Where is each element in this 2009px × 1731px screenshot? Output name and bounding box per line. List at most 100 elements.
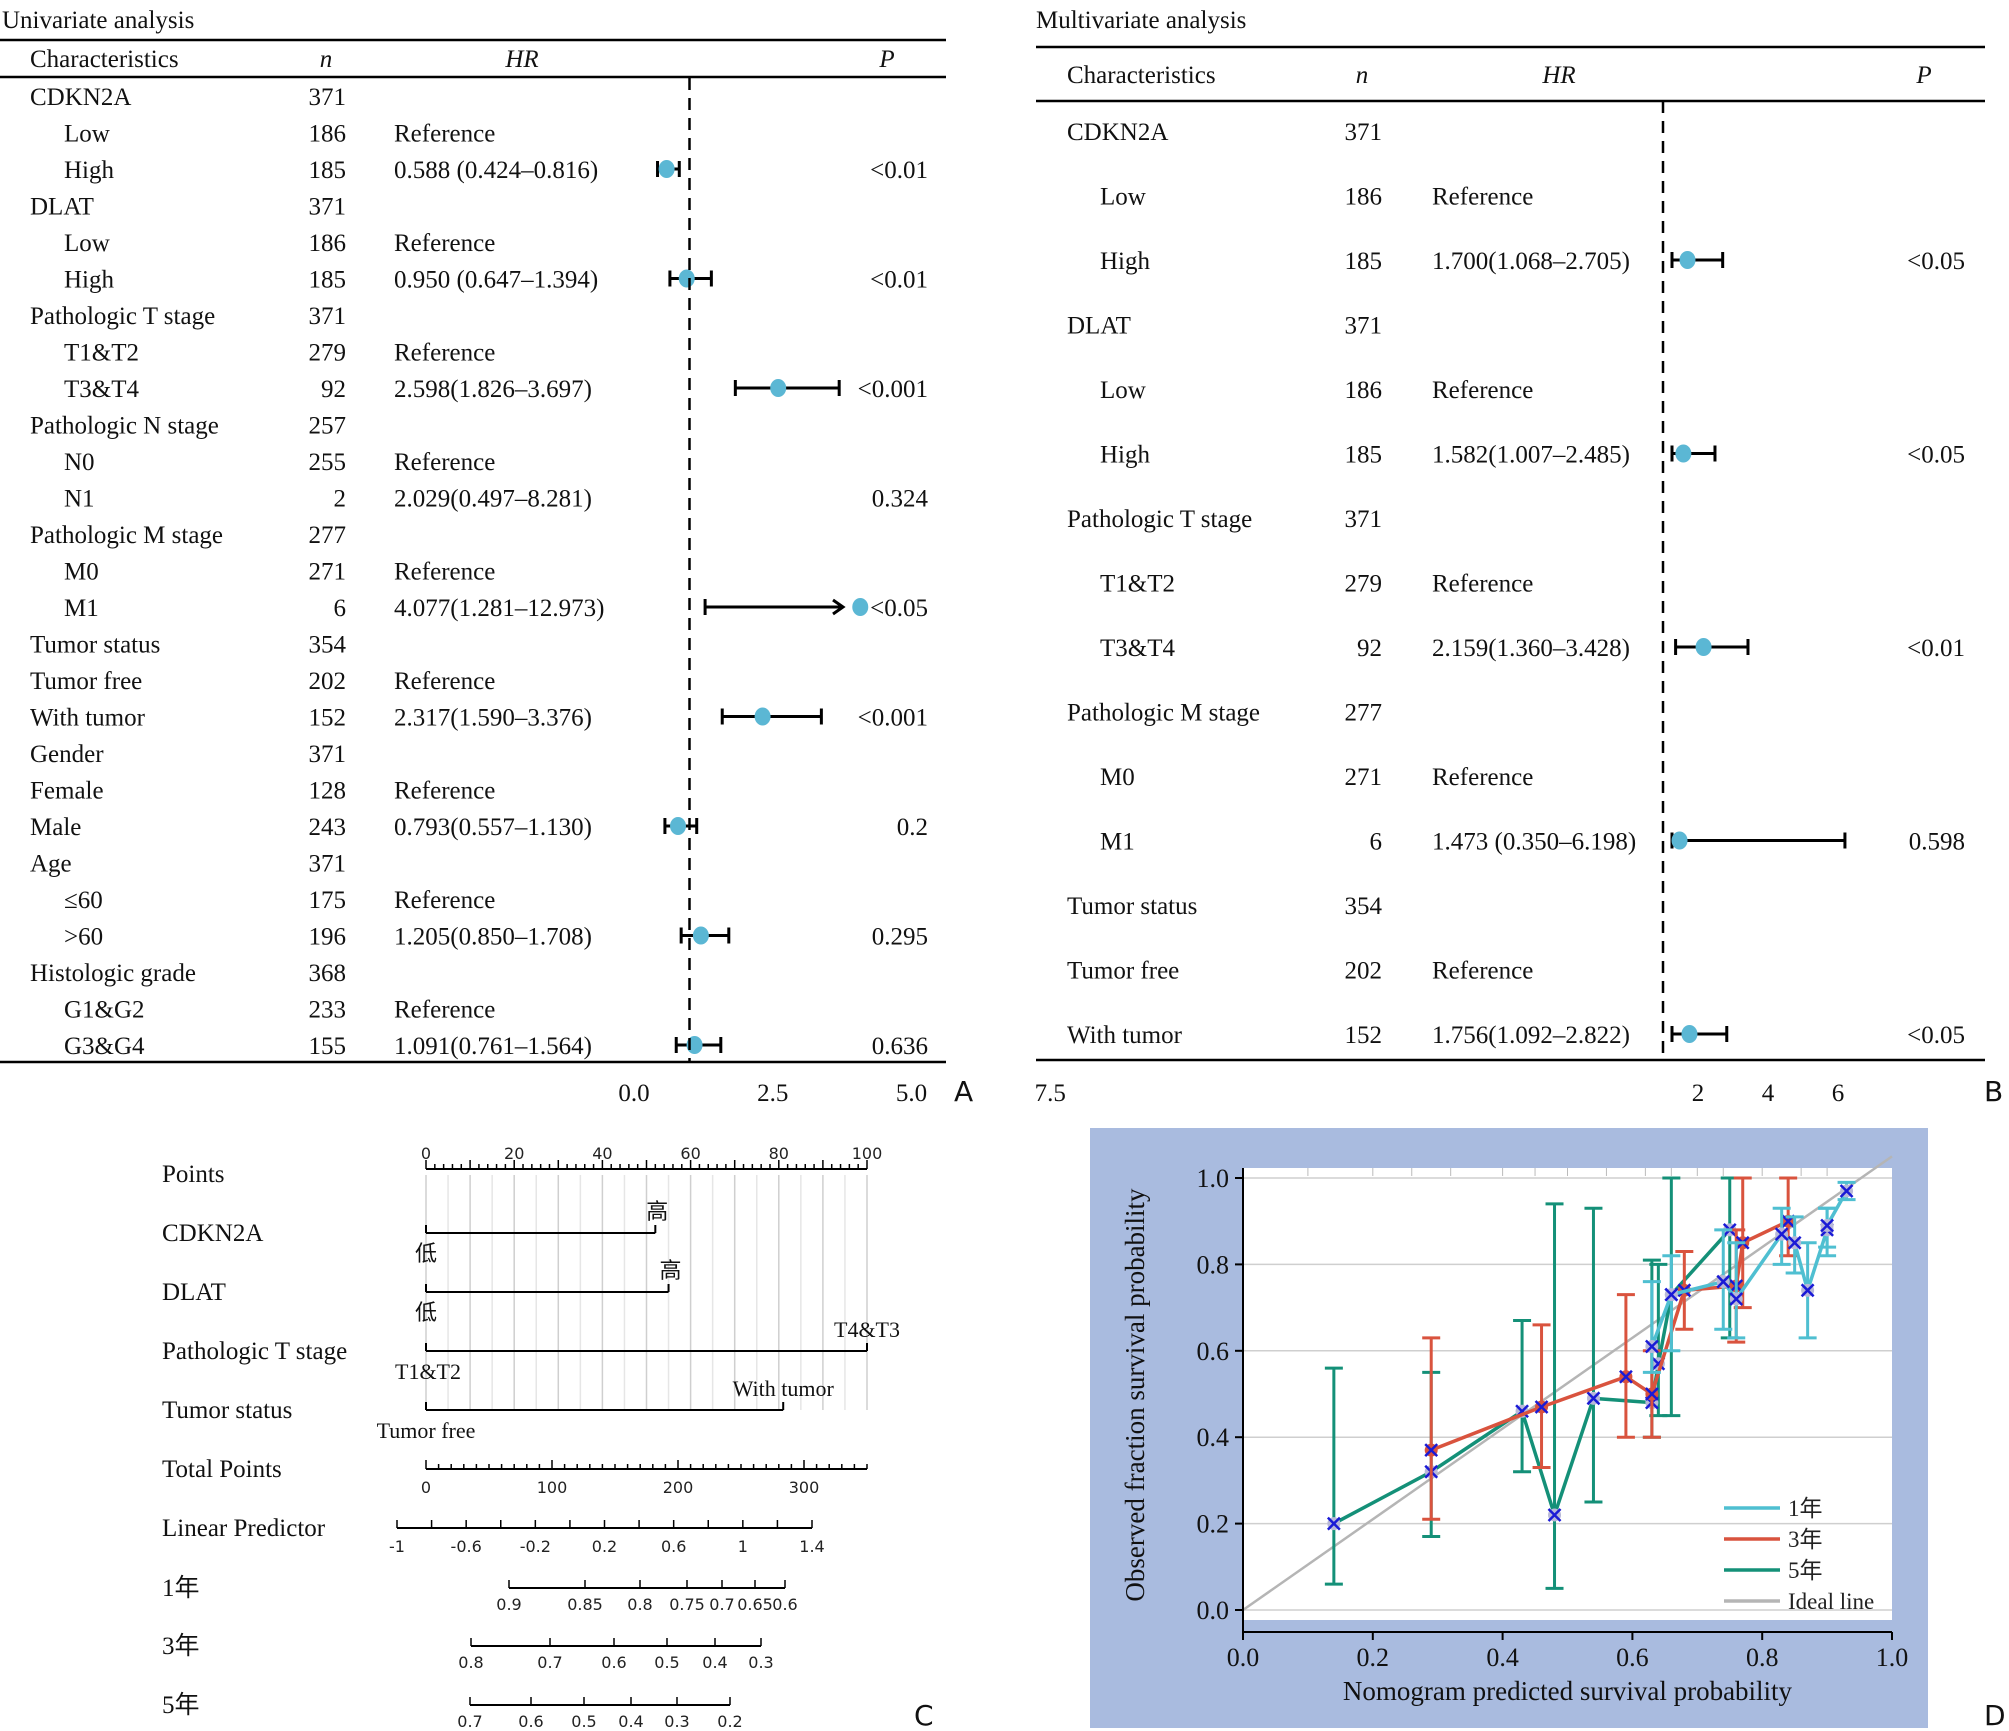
calibration-marker — [1787, 1235, 1802, 1250]
row-hr: Reference — [394, 230, 495, 257]
row-n: 175 — [309, 887, 347, 914]
row-n: 371 — [309, 194, 347, 221]
x-tick-label: 0.8 — [1746, 1643, 1779, 1672]
row-name: M1 — [1100, 829, 1135, 856]
x-tick-label: 6 — [1832, 1080, 1845, 1107]
row-hr: 1.582(1.007–2.485) — [1432, 442, 1630, 469]
row-name: Pathologic N stage — [30, 413, 219, 440]
row-p: <0.001 — [858, 705, 928, 732]
panel-c-nomogram: Points CDKN2A DLAT Pathologic T stage Tumor … — [162, 1144, 934, 1731]
variable-level-low: Tumor free — [377, 1418, 476, 1443]
row-name: Low — [64, 121, 110, 148]
linear-predictor-tick-label: 0.6 — [661, 1537, 686, 1556]
variable-level-high: 高 — [646, 1199, 668, 1224]
row-n: 6 — [1370, 829, 1383, 856]
row-name: G1&G2 — [64, 997, 145, 1024]
row-n: 371 — [309, 851, 347, 878]
row-n: 6 — [334, 595, 347, 622]
survival-tick-label: 0.7 — [709, 1595, 734, 1614]
survival-tick-label: 0.8 — [627, 1595, 652, 1614]
row-hr: 0.793(0.557–1.130) — [394, 814, 592, 841]
row-n: 257 — [309, 413, 347, 440]
variable-level-low: 低 — [415, 1241, 437, 1266]
row-n: 185 — [1345, 248, 1383, 275]
calibration-marker — [1534, 1400, 1549, 1414]
row-name: ≤60 — [64, 887, 103, 914]
row-name: Tumor status — [1067, 893, 1197, 920]
points-tick-label: 80 — [769, 1144, 789, 1163]
row-n: 271 — [309, 559, 347, 586]
x-tick-label: 0.4 — [1486, 1643, 1519, 1672]
row-n: 185 — [309, 157, 347, 184]
panel-b-x-axis: 2 4 6 — [1692, 1080, 1845, 1107]
x-tick-label: 0.0 — [618, 1080, 649, 1107]
x-tick-label: 0.0 — [1227, 1643, 1260, 1672]
row-n: 255 — [309, 449, 347, 476]
plot-area — [1243, 1168, 1892, 1620]
row-name: High — [64, 267, 115, 294]
row-hr: 1.700(1.068–2.705) — [1432, 248, 1630, 275]
survival-tick-label: 0.6 — [601, 1653, 626, 1672]
row-hr: Reference — [1432, 958, 1533, 985]
row-n: 371 — [309, 84, 347, 111]
row-hr: Reference — [394, 340, 495, 367]
variable-level-high: T4&T3 — [834, 1317, 900, 1342]
row-p: <0.01 — [870, 157, 928, 184]
row-name: Pathologic M stage — [1067, 700, 1260, 727]
row-p: <0.05 — [1907, 1022, 1965, 1049]
panel-b-header-hr: HR — [1541, 62, 1575, 89]
survival-tick-label: 0.65 — [737, 1595, 773, 1614]
x-tick-label: 5.0 — [896, 1080, 927, 1107]
survival-tick-label: 0.7 — [457, 1712, 482, 1731]
panel-b-plot — [1661, 101, 1847, 1060]
row-p: <0.05 — [1907, 248, 1965, 275]
row-name: Low — [1100, 184, 1146, 211]
row-name: N0 — [64, 449, 95, 476]
variable-level-high: 高 — [660, 1258, 682, 1283]
row-n: 371 — [309, 741, 347, 768]
x-tick-label: 0.2 — [1357, 1643, 1390, 1672]
panel-b-label: B — [1984, 1075, 2003, 1108]
row-p: <0.01 — [870, 267, 928, 294]
row-name: High — [64, 157, 115, 184]
survival-tick-label: 0.2 — [717, 1712, 742, 1731]
row-n: 186 — [309, 230, 347, 257]
panel-a-header-n: n — [320, 46, 333, 73]
y-tick-label: 0.8 — [1197, 1250, 1230, 1279]
row-hr: 1.091(0.761–1.564) — [394, 1033, 592, 1060]
calibration-marker — [1800, 1283, 1815, 1298]
hr-point — [1695, 638, 1712, 656]
row-name: Pathologic T stage — [30, 303, 215, 330]
row-p: 0.324 — [872, 486, 929, 513]
points-tick-label: 0 — [421, 1144, 431, 1163]
hr-point — [1681, 1025, 1698, 1043]
row-hr: 1.473 (0.350–6.198) — [1432, 829, 1636, 856]
row-p: 0.598 — [1909, 829, 1965, 856]
panel-c-label: C — [914, 1699, 934, 1731]
row-name: Pathologic T stage — [1067, 506, 1252, 533]
hr-point — [670, 817, 687, 835]
legend-entry: 1年 — [1788, 1496, 1823, 1521]
row-name: Pathologic M stage — [30, 522, 223, 549]
variable-level-high: With tumor — [733, 1376, 835, 1401]
row-hr: Reference — [394, 997, 495, 1024]
row-name: With tumor — [1067, 1022, 1183, 1049]
panel-a-header-hr: HR — [504, 46, 538, 73]
row-name: M1 — [64, 595, 99, 622]
survival-tick-label: 0.6 — [772, 1595, 797, 1614]
row-p: <0.05 — [1907, 442, 1965, 469]
row-name: T1&T2 — [64, 340, 139, 367]
row-n: 92 — [1357, 635, 1382, 662]
calibration-marker — [1839, 1184, 1854, 1198]
survival-tick-label: 0.75 — [669, 1595, 705, 1614]
row-p: <0.01 — [1907, 635, 1965, 662]
row-name: M0 — [64, 559, 99, 586]
row-name: CDKN2A — [1067, 119, 1168, 146]
calibration-marker — [1326, 1516, 1341, 1531]
row-n: 152 — [1345, 1022, 1383, 1049]
hr-point — [770, 379, 787, 397]
nomogram-row-label: 1年 — [162, 1574, 200, 1602]
survival-tick-label: 0.85 — [567, 1595, 603, 1614]
panel-a-label: A — [954, 1075, 973, 1108]
row-hr: Reference — [1432, 764, 1533, 791]
